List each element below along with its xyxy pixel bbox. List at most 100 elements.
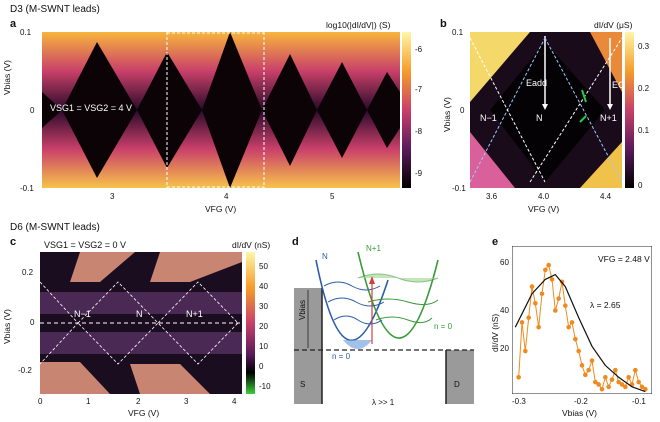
panel-b-label: EC [612, 80, 625, 90]
panel-a-annotation: VSG1 = VSG2 = 4 V [50, 103, 133, 113]
panel-e-x-label: Vbias (V) [562, 408, 597, 418]
panel-c-annotation: VSG1 = VSG2 = 0 V [44, 240, 127, 250]
panel-b-colorbar [625, 32, 634, 188]
panel-e-data-point [639, 384, 645, 390]
panel-d-label: N+1 [366, 244, 381, 253]
panel-label-a: a [10, 18, 17, 30]
panel-e-chart [511, 245, 653, 395]
panel-b-y-tick: 0 [460, 106, 465, 115]
panel-e-annotation: VFG = 2.48 V [598, 254, 650, 264]
panel-e-data-point [596, 382, 601, 387]
panel-e-data-point [546, 262, 551, 268]
panel-c-y-label: Vbias (V) [2, 309, 12, 344]
panel-e-data-point [553, 308, 558, 313]
panel-e-data-point [593, 379, 598, 385]
panel-d-label: N [322, 252, 328, 261]
panel-c-y-tick: 0.2 [22, 268, 34, 277]
panel-e-data-point [533, 300, 538, 306]
panel-e-data-point [539, 291, 545, 297]
panel-b-label: N [536, 113, 543, 123]
panel-e-data-point [566, 324, 571, 330]
panel-e-data-point [623, 384, 628, 390]
panel-b-y-tick: -0.1 [452, 184, 466, 193]
panel-e-data-point [529, 284, 535, 289]
panel-d-label: n = 0 [434, 322, 453, 331]
panel-e-frame [511, 245, 653, 395]
panel-e-data-point [603, 374, 608, 380]
panel-c-cbar-tick: 0 [259, 362, 264, 371]
panel-b-x-tick: 3.6 [486, 192, 498, 201]
panel-e-y-label: dI/dV (nS) [490, 313, 500, 352]
panel-c-cbar-tick: -10 [259, 382, 271, 391]
panel-c-cbar-tick: 40 [259, 282, 268, 291]
panel-e-x-tick: -0.1 [632, 397, 646, 406]
panel-d-label: n = 0 [332, 352, 351, 361]
panel-e-y-tick: 20 [500, 344, 509, 353]
panel-c-cbar-tick: 30 [259, 302, 268, 311]
panel-e-data-point [536, 324, 541, 330]
section-title-top: D3 (M-SWNT leads) [10, 4, 100, 15]
panel-e-data-point [526, 315, 531, 320]
panel-b-cbar-label: dI/dV (μS) [594, 20, 633, 30]
panel-b-x-label: VFG (V) [528, 204, 560, 214]
panel-b-y-label: Vbias (V) [442, 97, 452, 132]
panel-a-colorbar [402, 32, 411, 188]
panel-e-data-point [543, 267, 548, 273]
panel-d-label: S [300, 380, 306, 389]
panel-a-x-tick: 5 [330, 192, 335, 201]
panel-d-label: λ >> 1 [372, 398, 395, 407]
panel-e-y-tick: 40 [500, 306, 509, 315]
panel-a-x-tick: 3 [110, 192, 115, 201]
panel-e-data-point [519, 320, 525, 325]
panel-c-cbar-tick: 10 [259, 342, 268, 351]
panel-e-data-point [643, 386, 648, 392]
panel-e-fit-line [514, 273, 646, 393]
panel-c-x-label: VFG (V) [128, 408, 160, 418]
panel-a-cbar-tick: -9 [415, 169, 423, 178]
panel-e-x-tick: -0.3 [512, 397, 526, 406]
panel-e-data-point [599, 386, 605, 392]
panel-e-data-point [516, 374, 521, 380]
panel-e-data-point [616, 379, 621, 385]
panel-c-label: N+1 [186, 309, 203, 319]
panel-c-x-tick: 0 [38, 397, 43, 406]
panel-e-data-point [569, 320, 575, 325]
panel-e-data-point [633, 367, 638, 373]
panel-e-data-point [579, 363, 585, 368]
panel-b-heatmap [470, 32, 622, 188]
panel-d-diagram [288, 240, 480, 410]
panel-b-x-tick: 4.4 [600, 192, 612, 201]
panel-c-x-tick: 1 [86, 397, 91, 406]
panel-e-data-point [609, 377, 615, 382]
panel-label-d: d [292, 236, 299, 248]
panel-b-y-tick: 0.1 [452, 28, 464, 37]
panel-a-y-label: Vbias (V) [2, 60, 12, 95]
panel-b-label: N−1 [480, 113, 497, 123]
panel-c-x-tick: 2 [136, 397, 141, 406]
panel-a-x-tick: 4 [224, 192, 229, 201]
panel-b-cbar-tick: 0.2 [638, 84, 650, 93]
panel-b-x-tick: 4.0 [538, 192, 550, 201]
panel-e-data-point [563, 303, 568, 308]
panel-label-e: e [492, 236, 499, 248]
panel-e-data-point [619, 382, 625, 387]
panel-c-x-tick: 4 [232, 397, 237, 406]
panel-a-y-tick: -0.1 [20, 184, 34, 193]
panel-a-x-label: VFG (V) [205, 204, 237, 214]
panel-b-cbar-tick: 0.1 [638, 126, 650, 135]
panel-d-label: D [454, 380, 460, 389]
panel-c-cbar-label: dI/dV (nS) [232, 240, 271, 250]
panel-a-y-tick: 0 [30, 106, 35, 115]
panel-c-y-tick: 0 [30, 318, 35, 327]
panel-e-data-point [549, 277, 555, 282]
panel-c-cbar-tick: 50 [259, 262, 268, 271]
panel-a-cbar-tick: -7 [415, 85, 423, 94]
panel-e-data-point [636, 379, 641, 385]
panel-c-colorbar [246, 252, 255, 394]
panel-c-label: N−1 [74, 309, 91, 319]
panel-e-lambda: λ = 2.65 [590, 300, 621, 310]
section-title-bottom: D6 (M-SWNT leads) [10, 222, 100, 233]
panel-e-data-point [626, 374, 631, 380]
panel-a-y-tick: 0.1 [20, 28, 32, 37]
panel-b-label: N+1 [600, 113, 617, 123]
